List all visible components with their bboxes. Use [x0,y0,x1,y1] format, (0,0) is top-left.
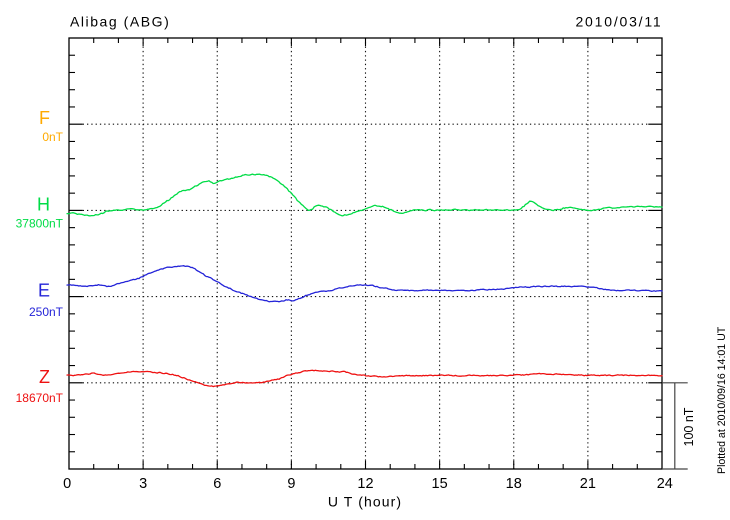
svg-text:2010/03/11: 2010/03/11 [575,14,662,30]
svg-text:6: 6 [213,476,221,492]
svg-text:3: 3 [139,476,147,492]
svg-text:18670nT: 18670nT [16,391,64,405]
svg-text:250nT: 250nT [29,305,64,319]
svg-text:18: 18 [506,476,522,492]
svg-text:Z: Z [39,367,50,387]
svg-text:Plotted at 2010/09/16 14:01 UT: Plotted at 2010/09/16 14:01 UT [716,326,728,474]
svg-text:37800nT: 37800nT [16,217,64,231]
svg-text:21: 21 [580,476,596,492]
svg-text:H: H [37,194,50,214]
svg-text:24: 24 [657,476,673,492]
svg-text:0: 0 [63,476,71,492]
svg-text:E: E [38,281,50,301]
svg-text:100 nT: 100 nT [682,407,696,446]
svg-text:15: 15 [432,476,448,492]
svg-text:0nT: 0nT [42,130,63,144]
svg-text:Alibag (ABG): Alibag (ABG) [70,14,170,30]
svg-text:U T (hour): U T (hour) [328,494,402,510]
svg-text:F: F [39,108,50,128]
svg-text:9: 9 [287,476,295,492]
svg-text:12: 12 [357,476,373,492]
